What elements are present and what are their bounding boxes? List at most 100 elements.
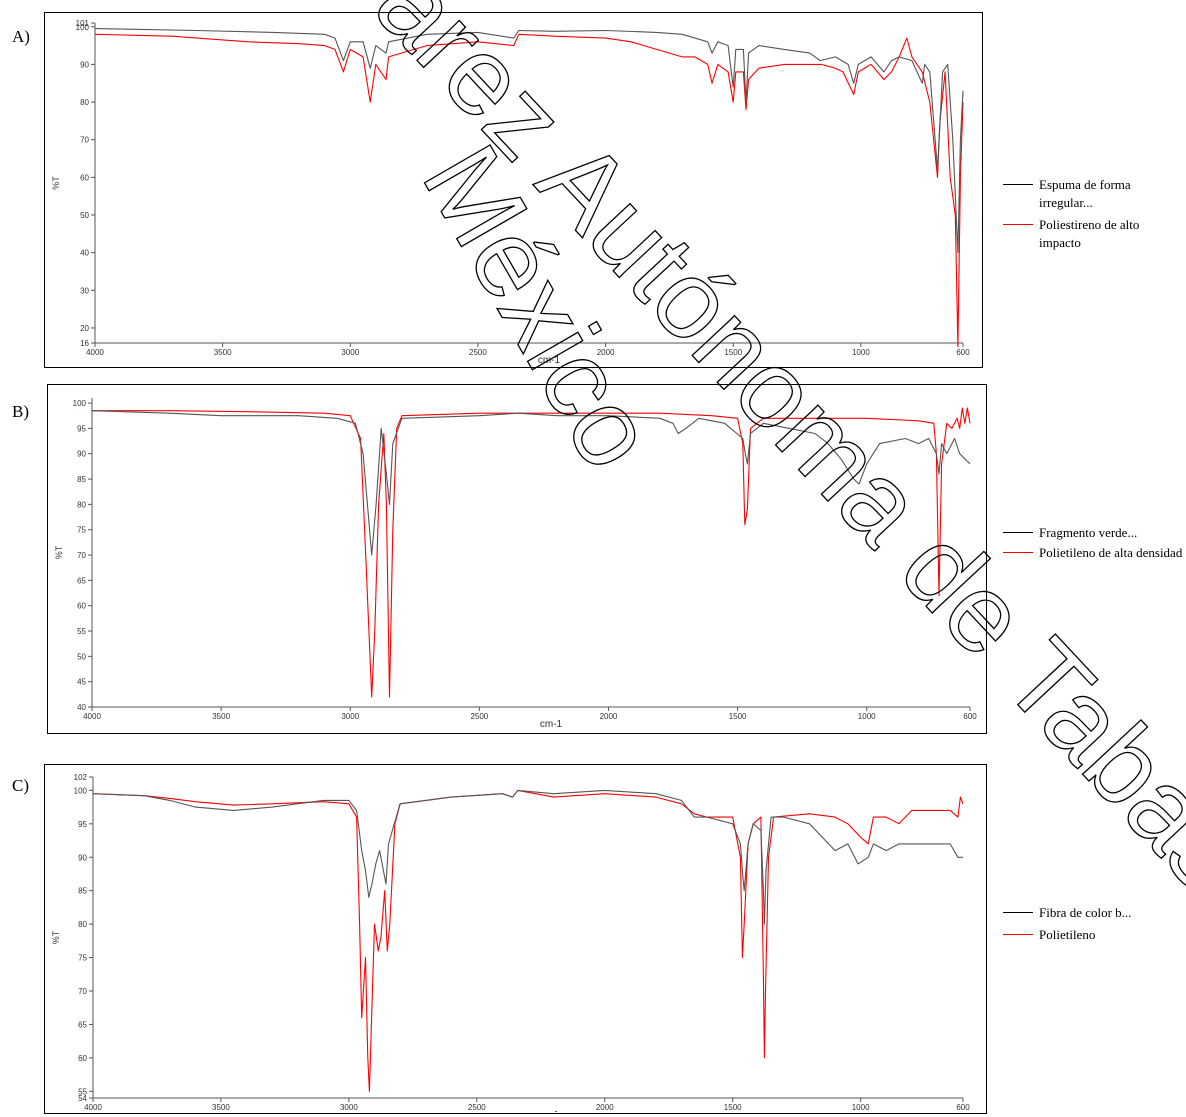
chart-frame-c: 4000 3500 3000 2500 2000 1500 1000 600 102 100 95 9…: [44, 764, 987, 1117]
x-tick-label: 4000: [84, 1103, 102, 1112]
x-tick-label: 600: [956, 348, 970, 357]
legend-label: Poliestireno de alto impacto: [1039, 217, 1140, 250]
y-tick-label: 95: [78, 820, 87, 829]
x-tick-label: 3500: [214, 348, 232, 357]
x-tick-label: 4000: [86, 348, 104, 357]
legend-item-b-reference: Polietileno de alta densidad: [1003, 544, 1183, 562]
y-tick-label: 70: [78, 987, 87, 996]
y-tick-label: 55: [77, 627, 86, 636]
y-tick-label: 50: [80, 211, 89, 220]
y-axis-label: %T: [51, 930, 61, 944]
x-tick-label: 2000: [600, 712, 618, 721]
y-tick-label: 65: [77, 576, 86, 585]
y-tick-label: 60: [77, 602, 86, 611]
y-tick-label: 55: [78, 1087, 87, 1096]
y-tick-label: 70: [80, 136, 89, 145]
x-tick-label: 1500: [724, 348, 742, 357]
series-line-sample: [92, 789, 963, 925]
x-tick-label: 1500: [724, 1103, 742, 1112]
x-tick-label: 3500: [212, 1103, 230, 1112]
x-tick-label: 600: [956, 1103, 970, 1112]
y-tick-label: 16: [80, 339, 89, 348]
y-axis-label: %T: [54, 545, 64, 559]
legend-c: Fibra de color b... Polietileno: [1003, 904, 1183, 944]
panel-label-a: A): [12, 27, 30, 46]
series-line-sample: [94, 28, 964, 254]
y-tick-label: 50: [77, 652, 86, 661]
y-tick-label: 40: [80, 249, 89, 258]
y-tick-label: 60: [80, 173, 89, 182]
y-tick-label: 60: [78, 1054, 87, 1063]
y-tick-label: 80: [77, 500, 86, 509]
x-tick-label: 3000: [341, 712, 359, 721]
y-tick-label: 45: [77, 678, 86, 687]
y-tick-label: 95: [77, 424, 86, 433]
x-tick-label: 1000: [852, 348, 870, 357]
legend-swatch-red: [1003, 224, 1033, 225]
chart-b: 4000 3500 3000 2500 2000 1500 1000 600 100 95 90 85…: [54, 398, 977, 730]
y-tick-label: 100: [73, 399, 87, 408]
series-line-reference: [92, 407, 971, 698]
y-tick-label: 90: [77, 450, 86, 459]
y-tick-label: 102: [74, 773, 88, 782]
x-axis-label: cm-1: [540, 719, 563, 730]
x-tick-label: 2000: [597, 348, 615, 357]
y-tick-label: 70: [77, 551, 86, 560]
y-tick-label: 90: [80, 60, 89, 69]
x-tick-label: 2500: [470, 712, 488, 721]
y-tick-label: 101: [76, 19, 90, 28]
x-tick-label: 1500: [729, 712, 747, 721]
legend-label: Fragmento verde...: [1039, 525, 1138, 540]
x-tick-label: 1000: [852, 1103, 870, 1112]
legend-a: Espuma de forma irregular... Poliestiren…: [1003, 176, 1183, 252]
legend-item-a-reference: Poliestireno de alto impacto: [1003, 216, 1183, 252]
x-tick-label: 1000: [858, 712, 876, 721]
x-tick-label: 3000: [340, 1103, 358, 1112]
y-tick-label: 30: [80, 286, 89, 295]
legend-item-b-sample: Fragmento verde...: [1003, 524, 1183, 542]
x-axis-label: cm-1: [537, 1110, 560, 1112]
y-tick-label: 20: [80, 324, 89, 333]
x-tick-label: 3500: [212, 712, 230, 721]
x-tick-label: 2000: [596, 1103, 614, 1112]
x-tick-label: 4000: [83, 712, 101, 721]
y-tick-label: 85: [77, 475, 86, 484]
y-tick-label: 85: [78, 887, 87, 896]
y-tick-label: 100: [76, 23, 90, 32]
y-tick-label: 80: [80, 98, 89, 107]
y-tick-label: 75: [78, 954, 87, 963]
legend-b: Fragmento verde... Polietileno de alta d…: [1003, 524, 1183, 562]
panel-label-c: C): [12, 776, 29, 795]
x-tick-label: 600: [963, 712, 977, 721]
legend-swatch-red: [1003, 552, 1033, 553]
panel-label-b: B): [12, 402, 29, 421]
x-tick-label: 2500: [468, 1103, 486, 1112]
legend-swatch-black: [1003, 532, 1033, 533]
x-tick-label: 2500: [469, 348, 487, 357]
legend-label: Espuma de forma irregular...: [1039, 177, 1131, 210]
chart-c: 4000 3500 3000 2500 2000 1500 1000 600 102 100 95 9…: [51, 773, 970, 1117]
y-tick-label: 75: [77, 526, 86, 535]
legend-item-c-sample: Fibra de color b...: [1003, 904, 1183, 922]
legend-swatch-red: [1003, 934, 1033, 935]
y-axis-label: %T: [51, 176, 61, 190]
legend-label: Polietileno: [1039, 927, 1096, 942]
chart-frame-b: 4000 3500 3000 2500 2000 1500 1000 600 100 95 90 85…: [47, 384, 987, 734]
x-axis-label: cm-1: [538, 355, 561, 366]
legend-item-c-reference: Polietileno: [1003, 926, 1183, 944]
x-tick-label: 3000: [341, 348, 359, 357]
series-line-sample: [91, 410, 971, 556]
series-line-reference: [94, 33, 964, 348]
legend-swatch-black: [1003, 912, 1033, 913]
legend-item-a-sample: Espuma de forma irregular...: [1003, 176, 1183, 212]
y-tick-label: 90: [78, 853, 87, 862]
y-tick-label: 40: [77, 703, 86, 712]
y-tick-label: 100: [74, 786, 88, 795]
legend-swatch-black: [1003, 184, 1033, 185]
y-tick-label: 80: [78, 920, 87, 929]
series-line-reference: [92, 789, 964, 1092]
y-tick-label: 54: [78, 1094, 87, 1103]
chart-frame-a: 4000 3500 3000 2500 2000 1500 1000 600 101 100 90 8…: [44, 12, 983, 368]
legend-label: Polietileno de alta densidad: [1039, 545, 1183, 560]
